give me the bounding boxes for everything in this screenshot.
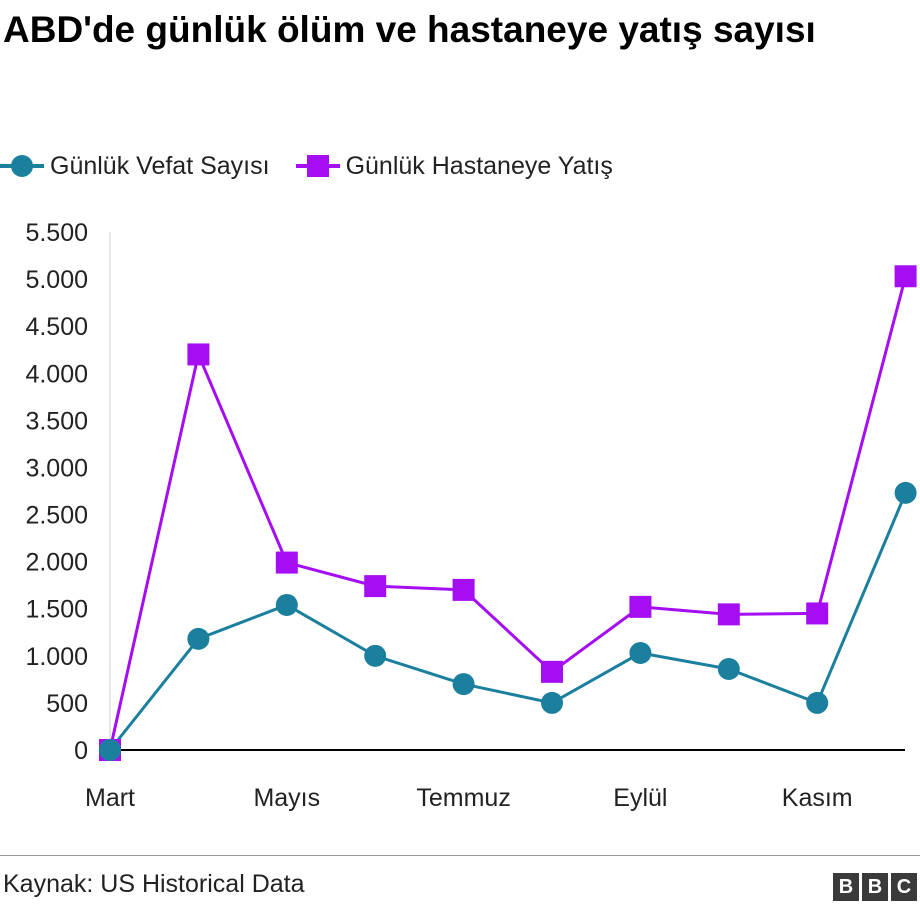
hospital-series-line: [108, 275, 908, 751]
y-tick-label: 4.500: [25, 313, 88, 341]
deaths-data-point: [364, 644, 387, 667]
y-tick-label: 2.500: [25, 502, 88, 530]
deaths-data-point: [541, 691, 563, 714]
line-chart: 0 500 1.000 1.500 2.000 2.500 3.000 3.500 4.000 4…: [25, 219, 917, 812]
legend-label-deaths: Günlük Vefat Sayısı: [50, 151, 270, 180]
x-tick-label: Mayıs: [253, 784, 320, 812]
hospital-data-point: [275, 551, 298, 574]
bbc-logo-letter: B: [833, 873, 859, 901]
hospital-data-point: [364, 575, 387, 598]
x-tick-label: Eylül: [613, 784, 667, 812]
hospital-data-point: [452, 578, 475, 601]
deaths-data-point: [629, 641, 652, 664]
hospital-data-point: [629, 595, 652, 618]
legend: Günlük Vefat Sayısı Günlük Hastaneye Yat…: [0, 146, 639, 186]
x-tick-label: Temmuz: [416, 784, 510, 812]
hospital-data-point: [894, 265, 917, 288]
deaths-data-point: [187, 627, 210, 650]
deaths-data-point: [894, 481, 917, 504]
bbc-logo: B B C: [830, 873, 917, 901]
deaths-series-line: [108, 492, 907, 751]
legend-circle-marker-icon: [0, 146, 44, 186]
deaths-data-point: [806, 691, 829, 714]
y-tick-label: 1.500: [25, 596, 88, 624]
bbc-logo-letter: C: [891, 873, 917, 901]
y-tick-label: 3.000: [25, 454, 88, 482]
y-tick-label: 5.500: [25, 219, 88, 247]
legend-item-hospital: Günlük Hastaneye Yatış: [295, 146, 613, 186]
y-tick-label: 5.000: [25, 266, 88, 294]
footer-divider: [0, 855, 920, 856]
chart-title: ABD'de günlük ölüm ve hastaneye yatış sa…: [3, 9, 816, 50]
legend-square-marker-icon: [295, 146, 340, 186]
deaths-data-point: [99, 739, 121, 761]
deaths-data-point: [452, 673, 475, 696]
y-tick-label: 0: [74, 737, 88, 765]
source-note: Kaynak: US Historical Data: [3, 870, 305, 898]
legend-item-deaths: Günlük Vefat Sayısı: [0, 146, 270, 186]
y-tick-label: 1.000: [25, 643, 88, 671]
hospital-data-point: [717, 603, 740, 626]
x-tick-label: Kasım: [782, 784, 853, 812]
y-tick-label: 2.000: [25, 549, 88, 577]
bbc-logo-letter: B: [862, 873, 888, 901]
legend-label-hospital: Günlük Hastaneye Yatış: [345, 151, 613, 180]
hospital-data-point: [187, 343, 210, 366]
hospital-data-point: [806, 602, 829, 625]
deaths-data-point: [717, 658, 740, 681]
y-tick-label: 3.500: [25, 407, 88, 435]
hospital-data-point: [541, 660, 563, 683]
y-tick-label: 500: [46, 690, 88, 718]
y-tick-label: 4.000: [25, 360, 88, 388]
x-tick-label: Mart: [85, 784, 135, 812]
deaths-data-point: [275, 593, 298, 616]
